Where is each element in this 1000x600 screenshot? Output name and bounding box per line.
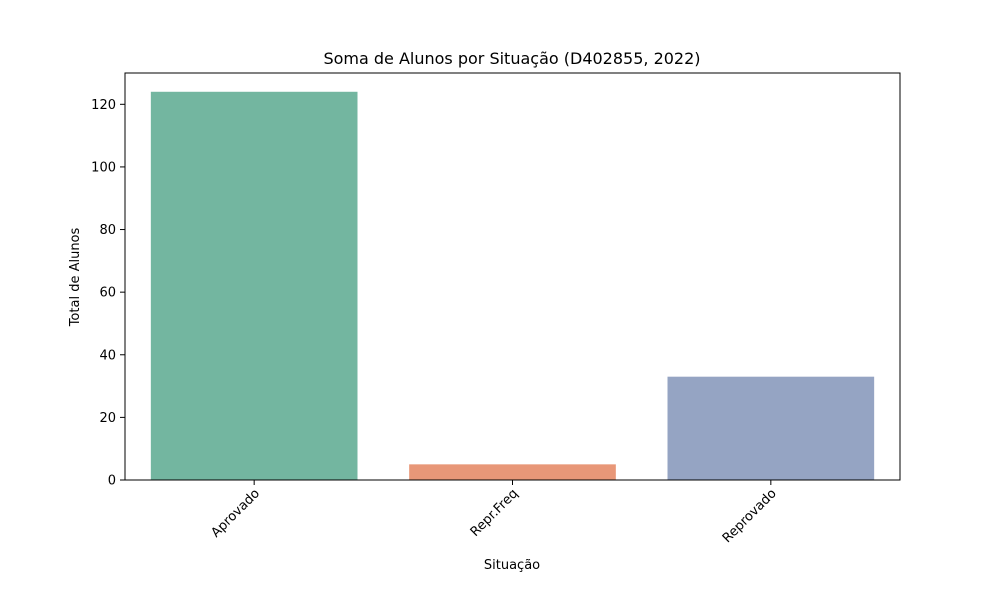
bar-aprovado	[150, 91, 358, 481]
y-axis-label: Total de Alunos	[68, 227, 83, 327]
y-tick-label: 0	[108, 474, 116, 489]
bars-group	[150, 91, 875, 481]
y-tick-label: 80	[99, 223, 116, 238]
y-axis: 0 20 40 60 80 100 120	[91, 98, 125, 489]
x-tick-label: Reprovado	[720, 486, 780, 546]
y-tick-label: 20	[99, 411, 116, 426]
chart-title: Soma de Alunos por Situação (D402855, 20…	[323, 49, 700, 68]
y-tick-label: 120	[91, 98, 116, 113]
y-tick-label: 100	[91, 160, 116, 175]
bar-repr-freq	[409, 464, 616, 480]
x-tick-label: Aprovado	[209, 486, 263, 540]
bar-reprovado	[667, 376, 875, 480]
y-tick-label: 40	[99, 348, 116, 363]
x-tick-label: Repr.Freq	[468, 486, 522, 540]
x-axis-label: Situação	[484, 558, 540, 573]
x-axis: Aprovado Repr.Freq Reprovado	[209, 480, 780, 546]
y-tick-label: 60	[99, 286, 116, 301]
